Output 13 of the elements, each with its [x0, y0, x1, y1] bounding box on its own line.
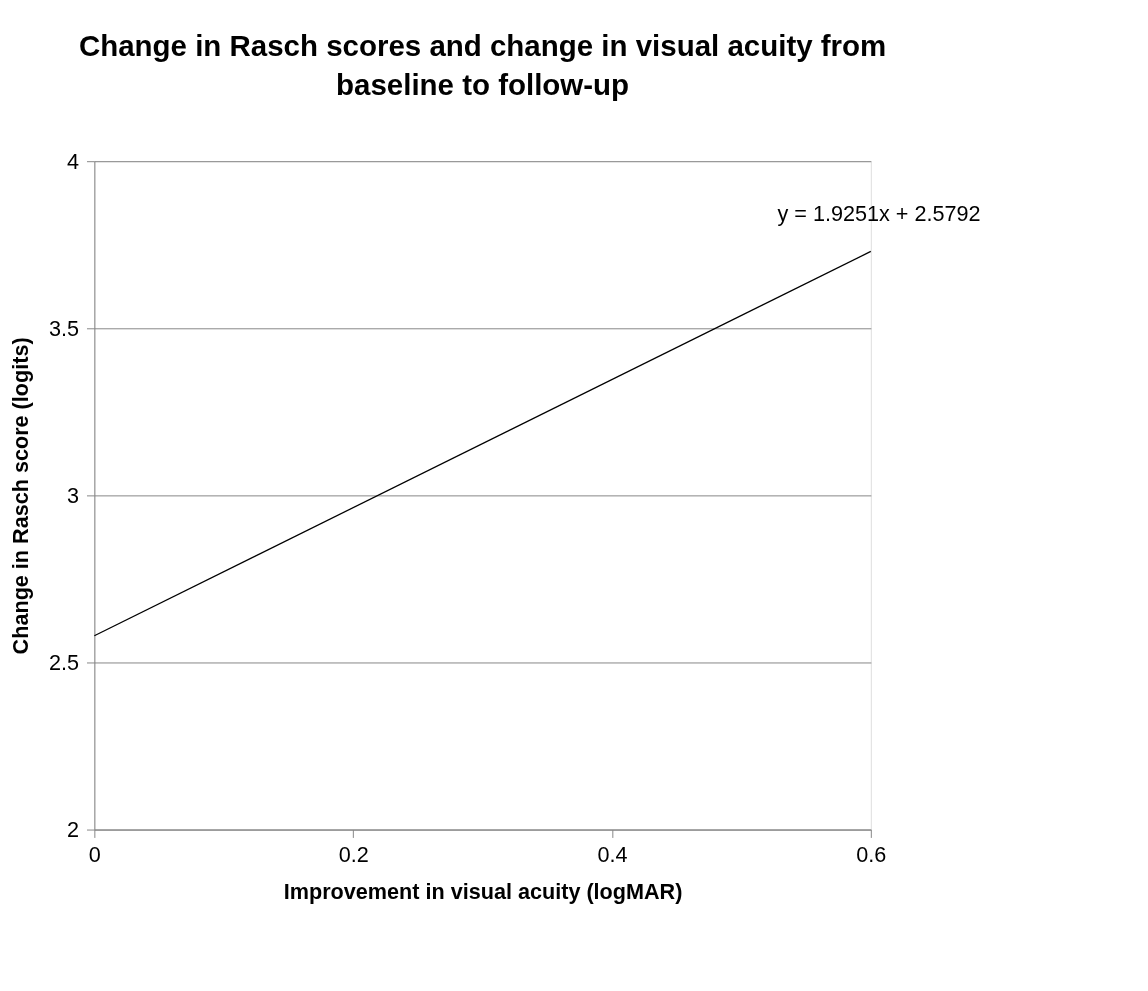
- y-tick-label: 4: [67, 148, 80, 174]
- x-tick-label: 0.4: [597, 842, 628, 868]
- y-tick-label: 3: [67, 482, 80, 508]
- y-tick-label: 3.5: [49, 315, 80, 341]
- y-tick-label: 2.5: [49, 649, 80, 675]
- x-tick-label: 0.6: [856, 842, 887, 868]
- x-axis-title: Improvement in visual acuity (logMAR): [283, 878, 683, 904]
- y-tick-label: 2: [67, 816, 80, 842]
- chart-title: Change in Rasch scores and change in visual acuity from baseline to follow-up: [78, 29, 887, 102]
- x-tick-label: 0.2: [338, 842, 369, 868]
- y-axis-title: Change in Rasch score (logits): [8, 337, 34, 655]
- annotation: y = 1.9251x + 2.5792: [777, 200, 981, 226]
- x-tick-label: 0: [88, 842, 101, 868]
